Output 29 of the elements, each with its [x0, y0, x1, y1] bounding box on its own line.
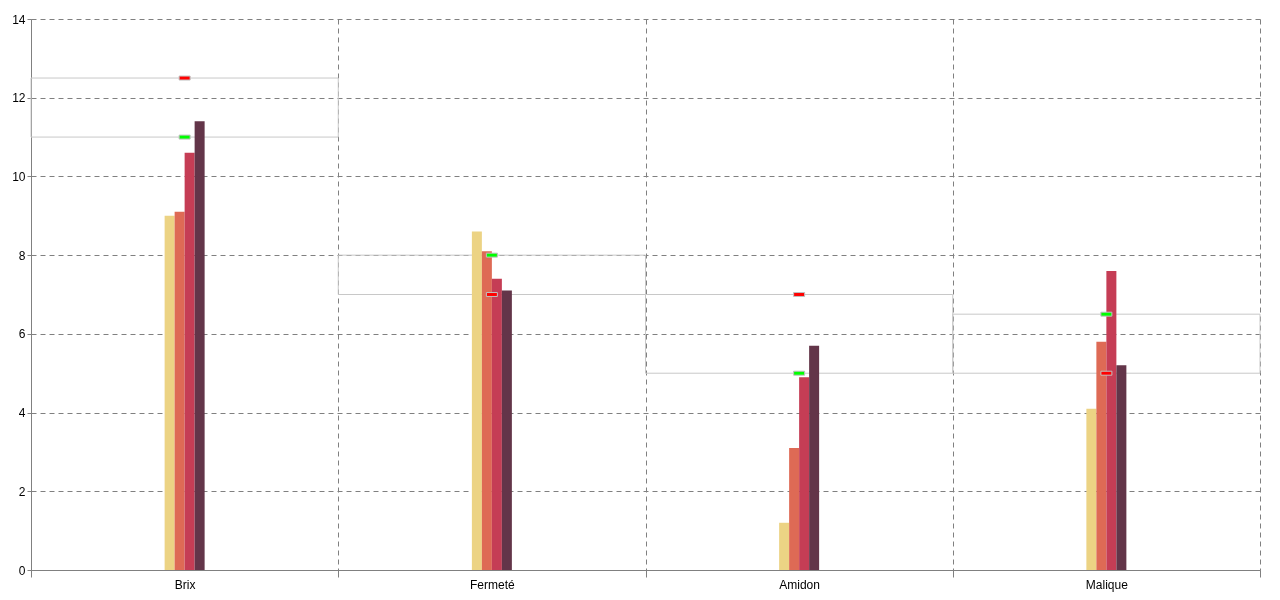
- bar: [184, 152, 195, 570]
- bar: [1096, 341, 1107, 570]
- bar: [799, 377, 810, 570]
- y-tick-label: 12: [12, 91, 26, 106]
- bar: [30, 77, 339, 138]
- y-tick-label: 10: [12, 169, 26, 184]
- bar: [809, 345, 820, 570]
- bar: [789, 447, 800, 570]
- bar: [779, 522, 790, 570]
- y-tick-label: 4: [18, 406, 26, 421]
- x-tick-label: Amidon: [779, 577, 820, 592]
- bar: [501, 290, 512, 570]
- y-tick-label: 6: [18, 327, 26, 342]
- bar: [1086, 408, 1097, 570]
- y-tick-label: 14: [12, 12, 26, 27]
- bar: [174, 211, 185, 570]
- x-tick-label: Fermeté: [470, 577, 516, 592]
- bar: [194, 121, 205, 570]
- bar: [491, 278, 502, 570]
- bar: [481, 251, 492, 570]
- bar: [164, 215, 175, 570]
- bar: [1116, 365, 1127, 570]
- bar: [471, 231, 482, 570]
- bar: [1106, 270, 1117, 570]
- y-tick-label: 0: [18, 563, 26, 578]
- x-tick-label: Brix: [174, 577, 196, 592]
- x-tick-label: Malique: [1085, 577, 1129, 592]
- y-tick-label: 8: [18, 248, 26, 263]
- y-tick-label: 2: [18, 484, 26, 499]
